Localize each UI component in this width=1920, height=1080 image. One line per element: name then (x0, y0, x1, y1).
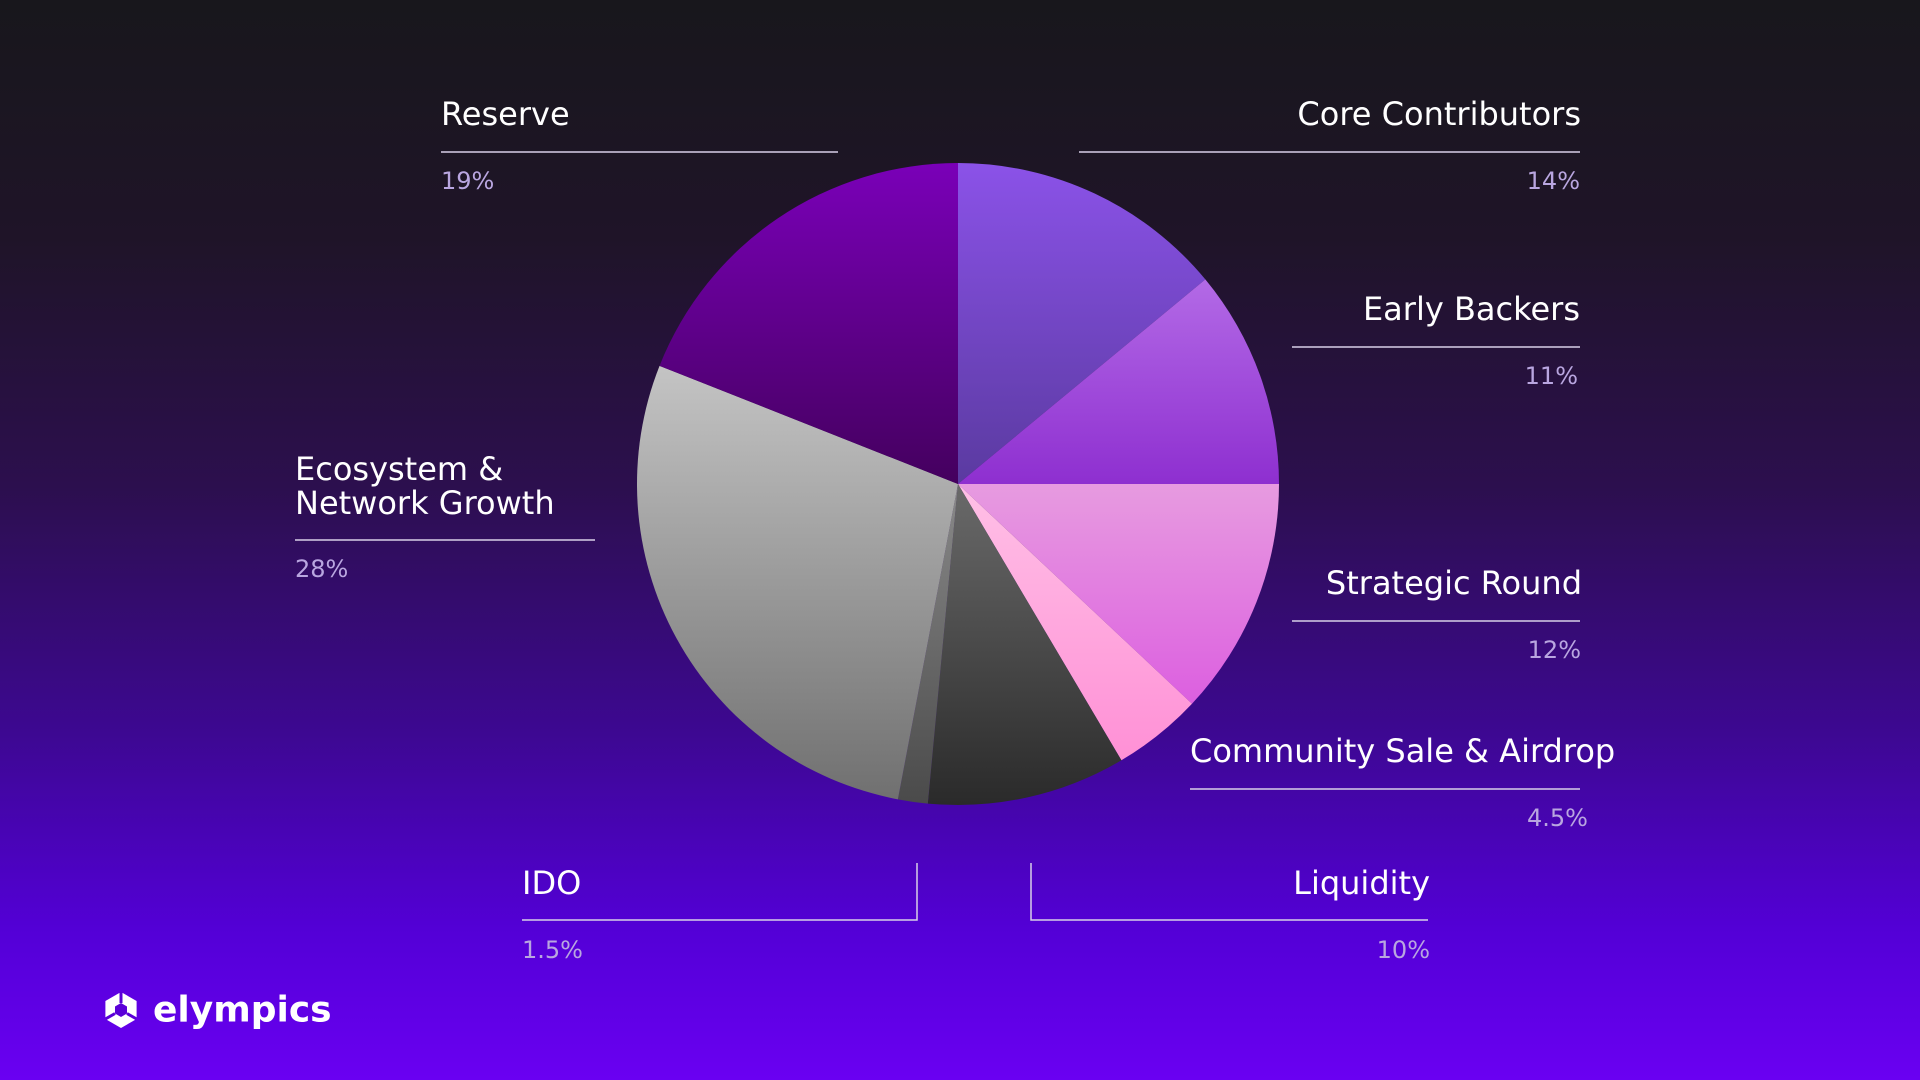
pie-slice (958, 279, 1279, 484)
value-label: 1.5% (522, 936, 583, 964)
slice-label: Core Contributors (1297, 95, 1581, 133)
slice-label: Early Backers (1362, 290, 1580, 328)
pie-slice (636, 365, 958, 800)
pie-slice (927, 484, 1122, 805)
logo-icon (104, 992, 138, 1028)
pie-slice (958, 484, 1192, 761)
leader-line (1030, 863, 1428, 921)
leader-line (522, 863, 918, 921)
value-label: 11% (1524, 362, 1578, 390)
pie-slice (897, 484, 958, 804)
value-label: 14% (1526, 167, 1580, 195)
pie-slice (958, 484, 1279, 704)
value-label: 19% (441, 167, 495, 195)
slice-label: Community Sale & Airdrop (1190, 732, 1616, 770)
slice-label: Reserve (441, 95, 570, 133)
slice-label: IDO (522, 864, 582, 902)
slice-label: Strategic Round (1325, 564, 1582, 602)
value-label: 10% (1376, 936, 1430, 964)
slice-label: Liquidity (1293, 864, 1430, 902)
value-label: 28% (295, 555, 349, 583)
value-label: 4.5% (1527, 804, 1588, 832)
pie-slice (958, 163, 1206, 484)
pie-slice (659, 162, 958, 484)
value-label: 12% (1527, 636, 1581, 664)
brand-name: elympics (153, 989, 332, 1031)
slice-label: Ecosystem & Network Growth (295, 450, 555, 522)
